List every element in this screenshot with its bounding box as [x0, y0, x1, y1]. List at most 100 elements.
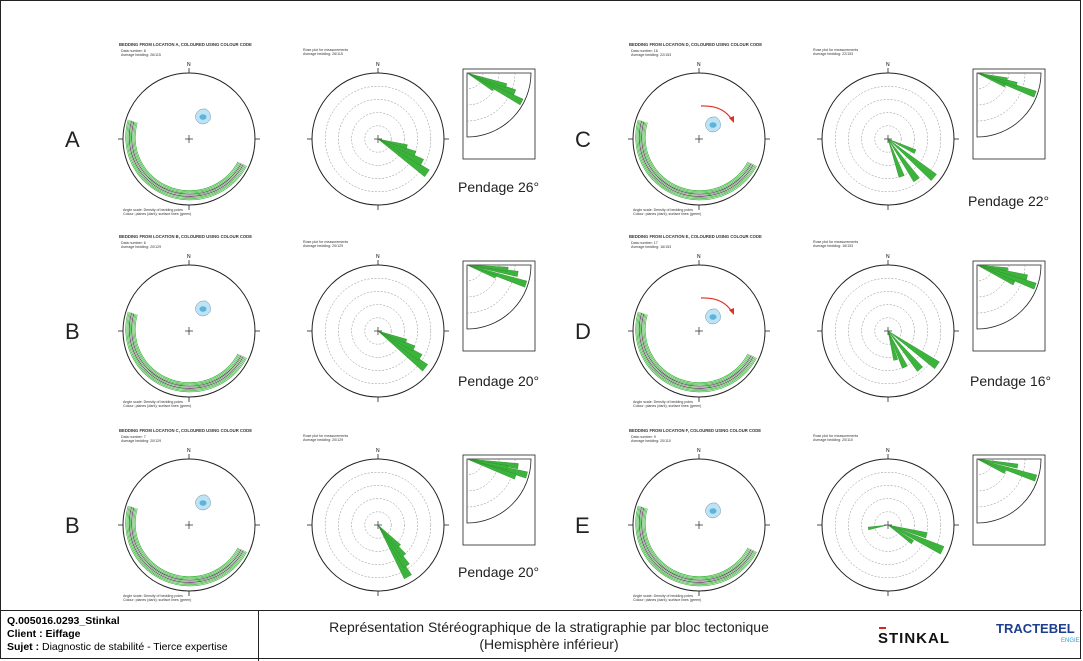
great-circle [640, 121, 753, 196]
panel-title: BEDDING FROM LOCATION F, COLOURED USING … [629, 428, 762, 433]
legend-note: Angle scale: Density of bedding poles [123, 400, 183, 404]
data-count: Data number: 8 [121, 49, 146, 53]
rose-ring [874, 125, 902, 153]
rose-average: Average bedding: 20/129 [303, 438, 344, 442]
quarter-rose-petal [976, 264, 1009, 272]
rose-ring [324, 471, 432, 579]
rose-diagram-net: N [307, 254, 449, 402]
north-label: N [697, 254, 701, 260]
quarter-rose-diagram [462, 68, 536, 160]
quarter-rose-diagram [462, 260, 536, 352]
location-letter: A [65, 127, 80, 152]
rose-petal [377, 330, 416, 352]
great-circle [636, 120, 756, 200]
rose-ring [834, 471, 942, 579]
great-circle [125, 119, 247, 201]
project-info: Q.005016.0293_Stinkal Client : Eiffage S… [1, 611, 259, 661]
great-circle [644, 314, 749, 384]
great-circle [127, 312, 245, 390]
rose-petal [887, 330, 940, 370]
rose-petal [377, 330, 423, 361]
north-label: N [376, 254, 380, 260]
rose-petal [887, 138, 920, 183]
quarter-rose-outline [466, 264, 532, 330]
quarter-rose-petal [976, 458, 1006, 474]
stereonet: N [628, 62, 770, 210]
legend-note: Angle scale: Density of bedding poles [123, 208, 183, 212]
average-bedding: Average bedding: 20/129 [121, 245, 162, 249]
rose-ring [861, 498, 915, 552]
quarter-rose-petal [466, 458, 509, 470]
location-letter: C [575, 127, 591, 152]
north-label: N [376, 62, 380, 68]
pole-cluster [709, 508, 717, 514]
north-label: N [697, 448, 701, 454]
great-circle [637, 312, 755, 390]
great-circle [131, 507, 242, 581]
north-label: N [697, 62, 701, 68]
great-circle [127, 506, 245, 584]
average-bedding: Average bedding: 20/129 [121, 439, 162, 443]
quarter-rose-ring [466, 264, 484, 282]
client-value: Eiffage [45, 628, 81, 640]
quarter-rose-outline [976, 264, 1042, 330]
pole-cluster [709, 314, 717, 320]
quarter-rose-ring [976, 72, 1026, 122]
location-letter: B [65, 513, 80, 538]
rose-ring [338, 485, 418, 565]
rose-petal [887, 524, 928, 539]
subject-value: Diagnostic de stabilité - Tierce experti… [42, 641, 228, 653]
rose-ring [351, 304, 405, 358]
pole-cluster [199, 500, 207, 506]
rose-diagram-net: N [817, 62, 959, 210]
quarter-rose-ring [976, 264, 1010, 298]
quarter-rose-frame [972, 260, 1046, 352]
rose-ring [364, 317, 392, 345]
great-circle [125, 505, 247, 587]
rose-ring [848, 99, 928, 179]
legend-note: Colour: planes (dark); surface lines (gr… [123, 404, 192, 408]
pole-cluster [709, 122, 717, 128]
great-circle [130, 121, 243, 196]
great-circle [641, 121, 752, 195]
pole-cluster [199, 306, 207, 312]
quarter-rose-frame [972, 454, 1046, 546]
data-count: Data number: 9 [631, 435, 656, 439]
rose-petal [887, 524, 915, 545]
quarter-rose-petal [466, 264, 497, 279]
rose-caption: Rose plot for measurements [303, 434, 349, 438]
rose-petal [887, 524, 945, 555]
great-circle [134, 508, 239, 578]
great-circle [133, 122, 240, 193]
rose-ring [874, 511, 902, 539]
location-letter: B [65, 319, 80, 344]
quarter-rose-petal [976, 458, 1038, 482]
rose-petal [887, 138, 937, 181]
quarter-rose-ring [976, 458, 994, 476]
great-circle [134, 314, 239, 384]
quarter-rose-ring [466, 72, 500, 106]
panel-title: BEDDING FROM LOCATION C, COLOURED USING … [119, 428, 252, 433]
quarter-rose-ring [976, 72, 994, 90]
quarter-rose-ring [976, 264, 1026, 314]
stereonet: N [118, 254, 260, 402]
data-count: Data number: 6 [121, 241, 146, 245]
title-block: Q.005016.0293_Stinkal Client : Eiffage S… [1, 610, 1082, 661]
quarter-rose-petal [466, 72, 517, 96]
great-circle [134, 122, 239, 192]
great-circle [641, 507, 752, 581]
average-bedding: Average bedding: 20/110 [631, 439, 671, 443]
panel-title: BEDDING FROM LOCATION B, COLOURED USING … [119, 234, 252, 239]
rose-diagram-net: N [307, 448, 449, 596]
quarter-rose-petal [466, 72, 508, 89]
rose-petal [887, 330, 908, 369]
north-label: N [187, 448, 191, 454]
north-label: N [376, 448, 380, 454]
rose-ring [364, 511, 392, 539]
rose-ring [861, 112, 915, 166]
rose-ring [324, 277, 432, 385]
data-count: Data number: 17 [631, 241, 658, 245]
great-circle [635, 119, 757, 201]
quarter-rose-outline [466, 458, 532, 524]
quarter-rose-ring [466, 72, 484, 90]
